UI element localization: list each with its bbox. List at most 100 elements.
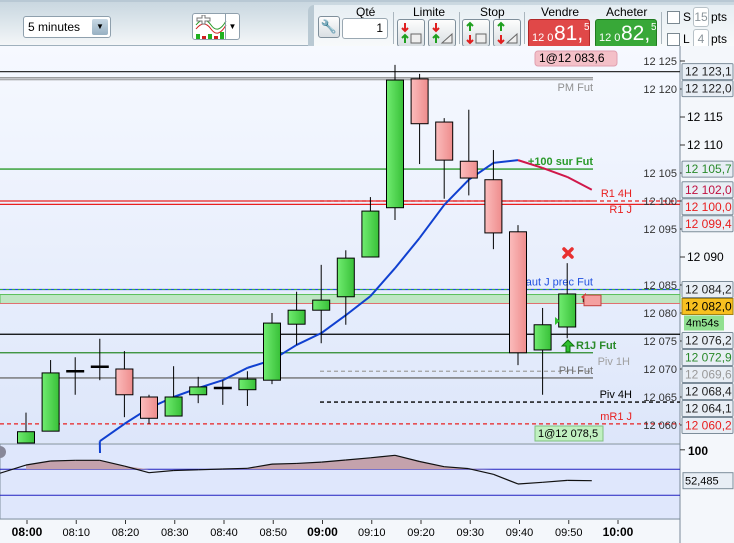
indicator-line-segment [321, 459, 346, 463]
qty-label: Qté [356, 5, 376, 19]
candle-body [336, 257, 355, 298]
indicator-line-segment [99, 459, 125, 467]
chevron-down-icon[interactable]: ▼ [225, 14, 239, 39]
level-label: R1 J [609, 204, 632, 216]
stop-sell-button[interactable] [493, 19, 521, 47]
indicator-line-segment [0, 464, 27, 474]
indicator-line-segment [394, 454, 420, 463]
y-tick-label: 12 060 [643, 420, 677, 432]
candle-body [558, 293, 577, 328]
sell-button[interactable]: 12 0 81, 5 [528, 19, 590, 48]
level-label: +100 sur Fut [528, 156, 593, 168]
axis-price-label: 12 100,0 [685, 200, 732, 214]
level-label: PH Fut [559, 365, 593, 377]
moving-average-segment [566, 176, 593, 191]
axis-price-label: 12 105,7 [685, 162, 732, 176]
x-tick-label: 08:50 [259, 527, 287, 539]
candle-body [263, 322, 281, 381]
buy-label: Acheter [606, 5, 648, 19]
axis-price-label-box [681, 382, 734, 400]
indicator-line-segment [124, 465, 150, 474]
level-label: R1 4H [601, 188, 632, 200]
level-label: Haut J prec Fut [518, 276, 593, 288]
order-tag-buy [534, 425, 604, 442]
moving-average-segment [394, 237, 421, 269]
timeframe-select[interactable]: 5 minutes ▼ [23, 16, 111, 38]
qty-input[interactable]: 1 [342, 18, 388, 39]
y-tick-label: 12 095 [643, 224, 677, 236]
axis-price-label: 12 060,2 [685, 418, 732, 432]
x-tick-label: 08:40 [210, 527, 238, 539]
price-chart[interactable]: PM Fut +100 sur Fut R1 4H R1 J Haut J prec F… [0, 46, 734, 543]
moving-average-segment [542, 167, 568, 178]
candle-body [164, 396, 183, 417]
x-tick-label: 09:30 [456, 527, 484, 539]
y-tick-label: 12 105 [643, 168, 677, 180]
candle-body [410, 78, 429, 125]
indicator-line-segment [50, 459, 76, 462]
wrench-icon[interactable]: 🔧 [318, 16, 340, 38]
moving-average-segment [369, 267, 396, 297]
stop-label: Stop [480, 5, 505, 19]
indicator-line-segment [271, 462, 297, 465]
y-tick-label: 12 070 [643, 364, 677, 376]
sell-label: Vendre [541, 5, 580, 19]
sell-price-prefix: 12 0 [532, 32, 554, 44]
axis-price-label-box [681, 399, 734, 417]
x-tick-label: 08:00 [12, 525, 43, 539]
chevron-down-icon[interactable]: ▼ [92, 19, 108, 35]
pts-label: pts [711, 32, 728, 46]
time-axis [0, 520, 680, 543]
x-tick-label: 09:00 [307, 525, 338, 539]
indicator-line-segment [542, 479, 568, 483]
axis-price-label: 12 069,6 [685, 367, 732, 381]
pts-label: pts [711, 10, 728, 24]
indicator-panel [0, 443, 681, 520]
buy-price-prefix: 12 0 [599, 32, 621, 44]
stop-order-icon [466, 21, 487, 45]
axis-price-label-box [681, 63, 734, 81]
limit-buy-button[interactable] [397, 19, 425, 47]
y-tick-label: 12 080 [643, 308, 677, 320]
axis-price-label-box [681, 331, 734, 349]
axis-price-label: 12 084,2 [685, 282, 732, 296]
axis-price-label: 12 072,9 [685, 350, 732, 364]
order-tag-buy-label: 1@12 078,5 [538, 428, 598, 440]
s-pts-input[interactable]: 15 [693, 7, 709, 27]
axis-price-label: 12 076,2 [685, 333, 732, 347]
axis-price-label-box [681, 365, 734, 383]
limit-sell-button[interactable] [428, 19, 456, 47]
buy-price: 82, [621, 22, 651, 45]
level-label: R1J Fut [576, 340, 617, 352]
y-tick-label: 12 110 [687, 138, 723, 152]
candle-body [140, 396, 158, 419]
candle-body [312, 299, 331, 311]
l-pts-input[interactable]: 4 [693, 29, 709, 49]
moving-average-segment [517, 159, 543, 169]
indicator-button[interactable]: ▼ [192, 13, 240, 40]
x-tick-label: 09:50 [555, 527, 583, 539]
indicator-settings-icon [0, 446, 6, 458]
buy-button[interactable]: 12 0 82, 5 [595, 19, 657, 48]
toolbar: 5 minutes ▼ ▼ 🔧 Qté 1 Limite Stop Vendre … [0, 0, 734, 49]
sell-price: 81, [554, 22, 584, 45]
pending-order-marker [583, 294, 602, 307]
l-checkbox[interactable] [667, 33, 680, 46]
order-tag-sell-label: 1@12 083,6 [539, 51, 605, 65]
candle-body [435, 121, 454, 161]
candle-body [386, 79, 404, 209]
candle-body [238, 378, 257, 391]
countdown-label: 4m54s [686, 317, 720, 329]
indicator-line-segment [345, 457, 371, 461]
s-checkbox[interactable] [667, 11, 680, 24]
candle-body [115, 368, 134, 396]
buy-price-decimal: 5 [651, 22, 657, 33]
candle-body [189, 386, 208, 396]
indicator-line-segment [148, 469, 174, 474]
indicator-fill [26, 455, 592, 470]
moving-average-segment [493, 159, 519, 164]
level-label: Piv 4H [600, 389, 632, 401]
stop-buy-button[interactable] [462, 19, 490, 47]
ma-axis-label-box [681, 181, 734, 199]
indicator-top-label: 100 [688, 444, 708, 458]
